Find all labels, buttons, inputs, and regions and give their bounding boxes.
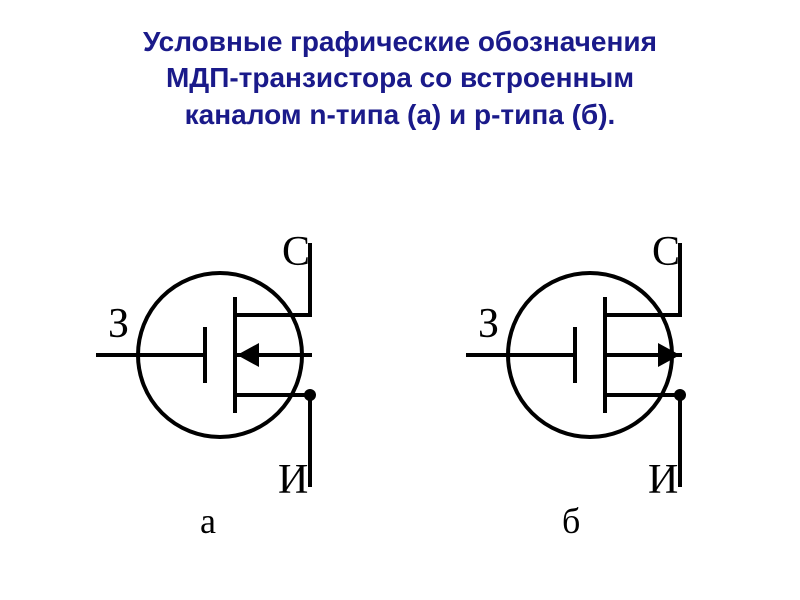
junction-dot xyxy=(674,389,686,401)
label-drain: С xyxy=(282,229,310,275)
title-line: каналом n-типа (а) и p-типа (б). xyxy=(185,99,616,130)
transistor-symbols-svg: З С Иа З С Иб xyxy=(0,185,800,545)
caption-a: а xyxy=(200,501,216,541)
page-title: Условные графические обозначения МДП-тран… xyxy=(0,24,800,133)
transistor-symbol-a: З С Иа xyxy=(98,229,316,541)
label-source: И xyxy=(278,457,308,503)
channel-arrow xyxy=(237,343,259,367)
junction-dot xyxy=(304,389,316,401)
diagram-container: З С Иа З С Иб xyxy=(0,185,800,545)
title-line: Условные графические обозначения xyxy=(143,26,657,57)
title-line: МДП-транзистора со встроенным xyxy=(166,62,634,93)
label-source: И xyxy=(648,457,678,503)
channel-arrow xyxy=(658,343,680,367)
label-gate: З xyxy=(478,301,499,347)
caption-b: б xyxy=(562,501,580,541)
transistor-symbol-b: З С Иб xyxy=(468,229,686,541)
label-drain: С xyxy=(652,229,680,275)
label-gate: З xyxy=(108,301,129,347)
